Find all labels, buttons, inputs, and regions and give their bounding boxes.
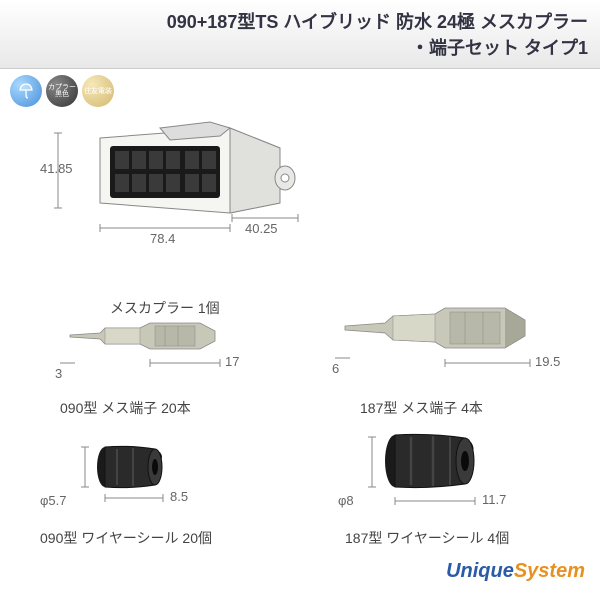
svg-text:11.7: 11.7 — [482, 492, 506, 507]
svg-text:3: 3 — [55, 366, 62, 381]
svg-text:φ8: φ8 — [338, 493, 354, 508]
svg-text:78.4: 78.4 — [150, 231, 175, 246]
term187-block: 19.5 6 187型 メス端子 4本 — [320, 298, 570, 418]
coupler-block: 41.85 — [40, 113, 320, 318]
svg-text:19.5: 19.5 — [535, 354, 560, 369]
badge-color: カプラー黒色 — [46, 75, 78, 107]
watermark: UniqueSystem — [446, 560, 585, 583]
svg-text:8.5: 8.5 — [170, 489, 188, 504]
badge-brand: 住友電装 — [82, 75, 114, 107]
seal187-block: 11.7 φ8 187型 ワイヤーシール 4個 — [330, 423, 580, 548]
svg-text:6: 6 — [332, 361, 339, 376]
watermark-text1: Unique — [446, 560, 514, 582]
watermark-text2: System — [514, 560, 585, 582]
title-line-1: 090+187型TS ハイブリッド 防水 24極 メスカプラー — [12, 8, 588, 34]
seal090-label: 090型 ワイヤーシール 20個 — [40, 528, 265, 548]
term090-diagram: 17 3 — [40, 308, 270, 393]
seal187-label: 187型 ワイヤーシール 4個 — [345, 528, 580, 548]
seal090-diagram: 8.5 φ5.7 — [35, 433, 265, 523]
umbrella-icon — [17, 82, 35, 100]
content-area: 41.85 — [0, 113, 600, 593]
svg-text:41.85: 41.85 — [40, 161, 73, 176]
header-bar: 090+187型TS ハイブリッド 防水 24極 メスカプラー ・端子セット タ… — [0, 0, 600, 69]
svg-text:φ5.7: φ5.7 — [40, 493, 67, 508]
coupler-diagram: 41.85 — [40, 113, 320, 293]
seal187-diagram: 11.7 φ8 — [330, 423, 580, 523]
svg-text:40.25: 40.25 — [245, 221, 278, 236]
seal090-block: 8.5 φ5.7 090型 ワイヤーシール 20個 — [35, 433, 265, 548]
badge-row: カプラー黒色 住友電装 — [0, 69, 600, 113]
term187-diagram: 19.5 6 — [320, 298, 570, 393]
title-line-2: ・端子セット タイプ1 — [12, 34, 588, 60]
term090-block: 17 3 090型 メス端子 20本 — [40, 308, 270, 418]
svg-text:17: 17 — [225, 354, 239, 369]
badge-waterproof — [10, 75, 42, 107]
term187-label: 187型 メス端子 4本 — [360, 398, 570, 418]
term090-label: 090型 メス端子 20本 — [60, 398, 270, 418]
